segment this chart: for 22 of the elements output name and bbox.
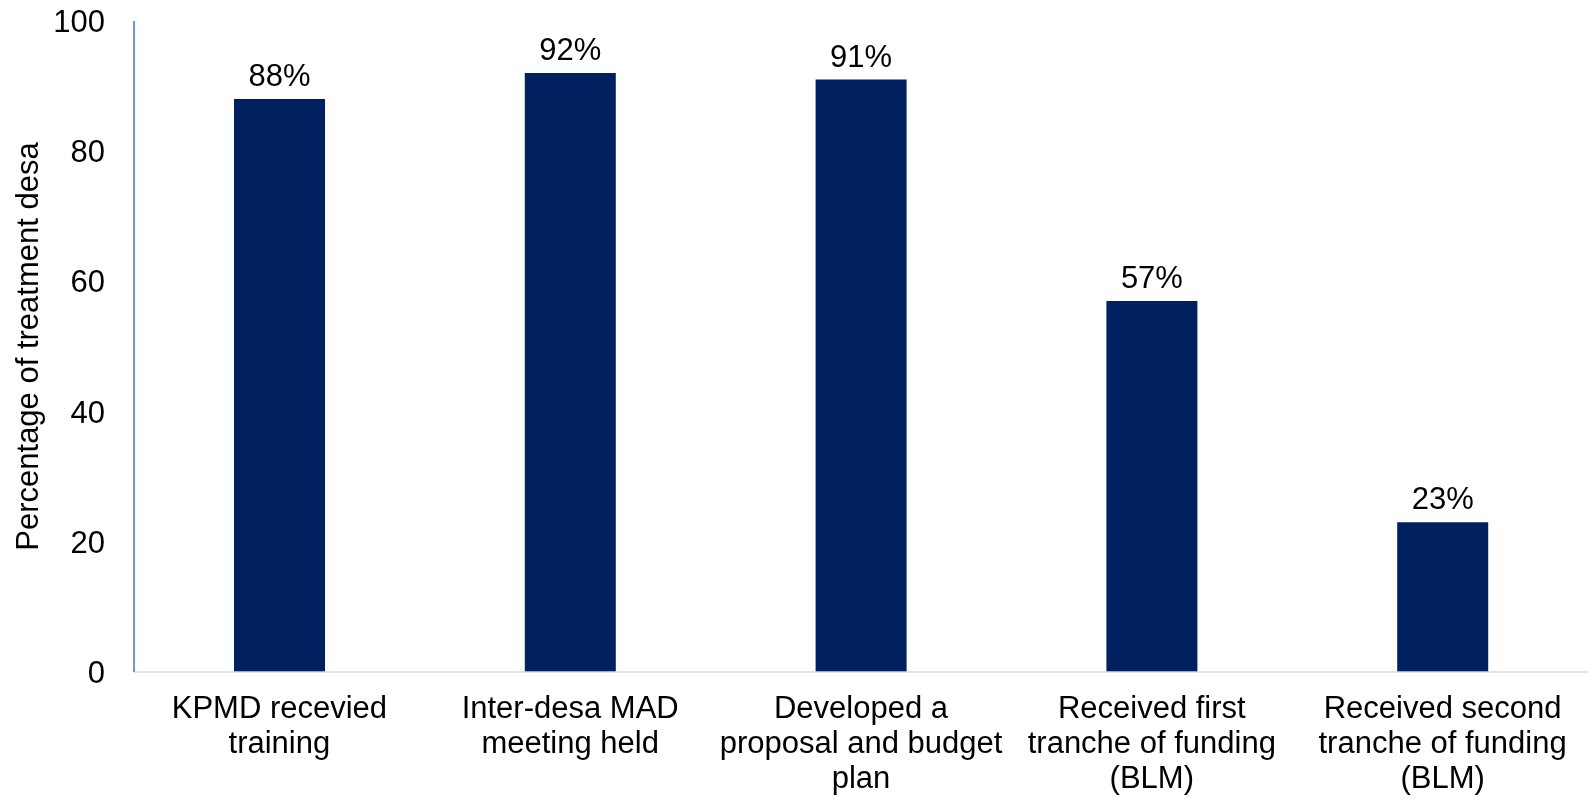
x-tick-label: Received second tranche of funding (BLM): [1318, 690, 1567, 795]
bar: [1106, 300, 1198, 672]
y-tick-label: 80: [70, 134, 105, 170]
x-tick-label: Received first tranche of funding (BLM): [1027, 690, 1276, 795]
y-tick-label: 40: [70, 394, 105, 430]
y-axis-title: Percentage of treatment desa: [9, 141, 45, 551]
x-tick-label: Developed a proposal and budget plan: [719, 690, 1003, 795]
bar: [234, 99, 325, 672]
bar: [524, 73, 616, 672]
data-label: 92%: [539, 32, 602, 68]
data-label: 91%: [830, 38, 893, 74]
data-label: 57%: [1120, 259, 1183, 295]
data-label: 23%: [1411, 481, 1474, 517]
y-tick-label: 20: [70, 524, 105, 560]
bar: [815, 79, 907, 672]
y-tick-label: 0: [87, 655, 105, 691]
data-label: 88%: [248, 58, 311, 94]
x-tick-label: KPMD recevied training: [171, 690, 388, 760]
bar: [1397, 522, 1489, 672]
x-tick-label: Inter-desa MAD meeting held: [461, 690, 679, 760]
y-tick-label: 60: [70, 264, 105, 300]
y-tick-label: 100: [53, 4, 105, 40]
